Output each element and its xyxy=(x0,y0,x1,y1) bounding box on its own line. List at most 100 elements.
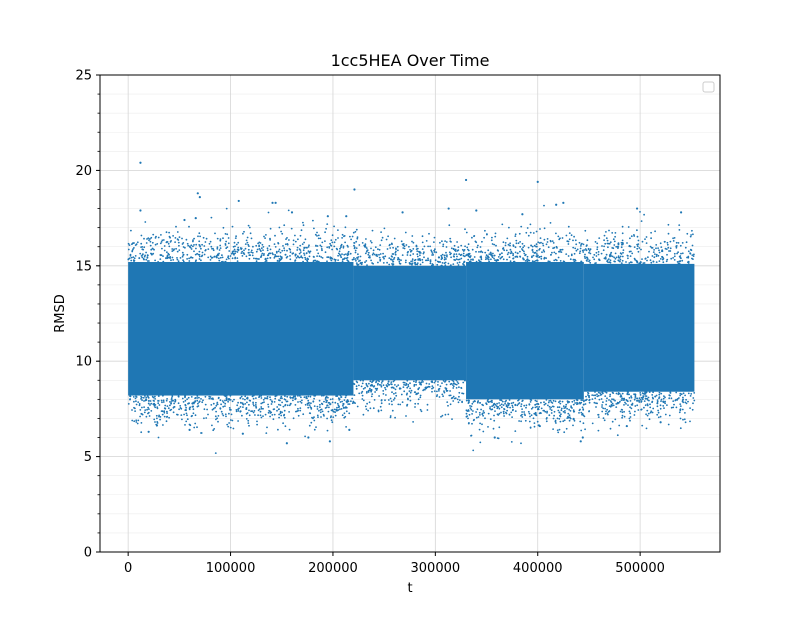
data-point xyxy=(566,417,569,419)
data-point xyxy=(506,237,509,240)
data-point xyxy=(621,416,623,419)
data-point xyxy=(503,408,505,410)
data-point xyxy=(216,417,219,420)
data-point xyxy=(593,253,596,256)
data-point xyxy=(621,255,624,258)
data-point xyxy=(280,256,283,259)
data-point xyxy=(149,238,151,240)
data-point xyxy=(484,417,486,420)
data-point xyxy=(197,405,200,407)
data-point xyxy=(324,231,326,234)
data-point xyxy=(392,399,395,401)
data-point xyxy=(596,242,599,245)
data-point xyxy=(299,409,302,412)
data-point xyxy=(418,250,420,253)
data-point xyxy=(547,404,549,407)
data-point xyxy=(321,241,324,244)
data-point xyxy=(520,403,523,405)
data-point xyxy=(629,237,631,240)
data-point xyxy=(214,406,217,409)
data-point xyxy=(382,390,385,392)
data-point xyxy=(266,257,269,260)
data-point xyxy=(334,401,337,404)
data-point xyxy=(128,244,131,247)
data-point xyxy=(675,246,678,249)
data-point xyxy=(464,228,466,231)
data-point xyxy=(562,410,565,413)
data-point xyxy=(491,256,494,259)
data-point xyxy=(421,235,424,238)
data-point xyxy=(589,261,592,264)
data-point xyxy=(216,256,218,259)
data-point xyxy=(614,257,617,260)
data-point xyxy=(212,429,215,432)
data-point xyxy=(636,229,638,232)
data-point xyxy=(466,246,469,249)
data-point xyxy=(619,395,622,398)
data-point xyxy=(158,404,161,406)
data-point xyxy=(224,261,227,263)
data-point xyxy=(177,402,180,405)
data-point xyxy=(553,246,556,249)
data-point xyxy=(385,238,388,241)
data-point xyxy=(319,411,322,414)
data-point xyxy=(620,262,623,264)
data-point xyxy=(248,226,251,229)
data-point xyxy=(262,415,264,417)
data-point xyxy=(397,384,400,386)
data-point xyxy=(526,255,529,258)
data-point xyxy=(409,248,411,251)
data-point xyxy=(384,399,386,402)
data-point xyxy=(615,245,618,248)
data-point xyxy=(552,417,555,420)
data-point xyxy=(312,219,314,222)
data-point xyxy=(393,392,395,395)
data-point xyxy=(292,417,295,420)
data-point xyxy=(482,414,484,417)
data-point xyxy=(377,410,380,413)
data-point xyxy=(195,247,197,250)
data-point xyxy=(361,390,364,393)
data-point xyxy=(279,251,282,254)
data-point xyxy=(514,246,517,249)
data-point xyxy=(618,424,621,427)
legend-box xyxy=(702,81,715,93)
data-point xyxy=(287,209,290,212)
data-point xyxy=(644,395,647,397)
data-point xyxy=(389,415,392,417)
data-point xyxy=(313,405,316,407)
data-point xyxy=(680,393,683,396)
data-point xyxy=(248,257,251,260)
data-point xyxy=(419,382,422,385)
data-point xyxy=(154,404,157,406)
data-point xyxy=(320,408,323,411)
data-point xyxy=(321,403,324,406)
data-point xyxy=(557,235,560,238)
data-point xyxy=(269,257,272,259)
data-point xyxy=(524,419,527,422)
data-point xyxy=(597,394,600,397)
data-point xyxy=(652,391,654,394)
data-point xyxy=(692,402,694,405)
data-point xyxy=(602,392,604,395)
data-point xyxy=(333,408,336,411)
data-point xyxy=(523,404,526,407)
data-point xyxy=(594,394,597,397)
data-point xyxy=(362,399,365,402)
data-point xyxy=(584,403,587,405)
data-point xyxy=(470,408,473,411)
data-point xyxy=(370,241,373,244)
data-point xyxy=(432,254,435,256)
data-point xyxy=(144,395,146,397)
data-point xyxy=(588,401,591,404)
data-point xyxy=(657,416,660,419)
data-point xyxy=(205,237,208,240)
data-point xyxy=(198,255,201,258)
data-point xyxy=(557,409,560,412)
data-point xyxy=(605,410,607,413)
x-tick-label: 500000 xyxy=(615,561,665,576)
data-point xyxy=(434,380,437,382)
data-point xyxy=(620,408,623,411)
data-point xyxy=(224,244,227,246)
x-tick-label: 100000 xyxy=(206,561,256,576)
